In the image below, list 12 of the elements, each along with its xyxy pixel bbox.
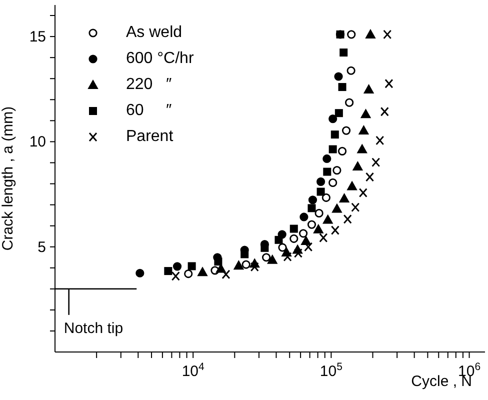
y-tick-label: 10: [29, 134, 46, 151]
y-tick-label: 15: [29, 28, 46, 46]
legend-label: 60 ″: [126, 101, 172, 121]
legend-label: 220 ″: [126, 75, 172, 95]
legend-label: As weld: [126, 23, 182, 43]
x-tick-label: 10$^{5}$: [320, 361, 343, 380]
y-axis-title: Crack length , a (mm): [0, 106, 16, 251]
y-tick-label: 5: [38, 238, 46, 256]
annotation: Notch tip: [64, 320, 124, 337]
legend-label: Parent: [126, 127, 174, 147]
legend-label: 600 °C/hr: [126, 49, 194, 69]
x-tick-label: 10$^{4}$: [182, 361, 205, 380]
